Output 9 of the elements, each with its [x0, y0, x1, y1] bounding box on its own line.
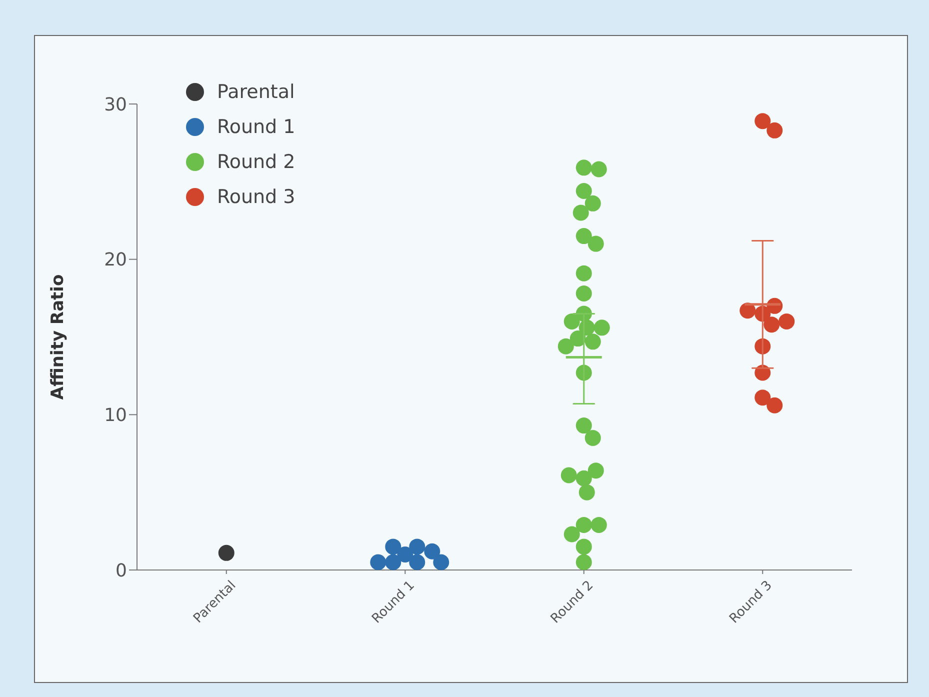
- y-tick-label: 20: [104, 250, 127, 271]
- y-tick-label: 10: [104, 405, 127, 426]
- legend-label: Round 2: [217, 150, 296, 172]
- legend-label: Round 3: [217, 186, 296, 208]
- y-tick-label: 30: [104, 94, 127, 116]
- y-tick-label: 0: [116, 560, 127, 582]
- y-axis-title: Affinity Ratio: [48, 274, 68, 400]
- legend-label: Parental: [217, 80, 295, 102]
- legend-label: Round 1: [217, 116, 296, 138]
